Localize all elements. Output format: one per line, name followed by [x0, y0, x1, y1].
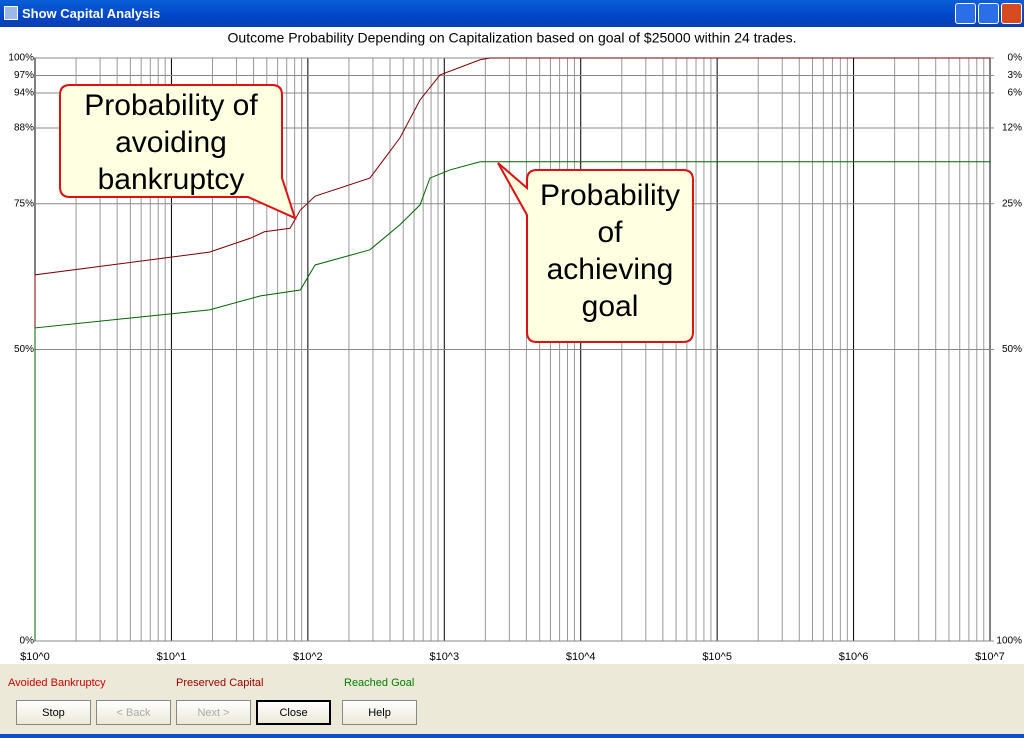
y-tick-label: 75% — [14, 198, 34, 209]
y2-tick-label: 3% — [1008, 70, 1023, 81]
callout-text: achieving — [547, 253, 674, 286]
window-border — [0, 734, 1024, 738]
y2-tick-label: 25% — [1002, 198, 1022, 209]
minimize-button[interactable] — [955, 3, 976, 24]
y-tick-label: 0% — [20, 636, 35, 647]
callout-text: of — [597, 216, 623, 249]
button[interactable]: Close — [256, 700, 331, 725]
y-tick-label: 97% — [14, 70, 34, 81]
callout-box — [59, 84, 297, 220]
x-tick-label: $10^4 — [566, 651, 596, 663]
y-tick-label: 50% — [14, 344, 34, 355]
y2-tick-label: 12% — [1002, 123, 1022, 134]
window-title: Show Capital Analysis — [22, 6, 161, 21]
x-tick-label: $10^0 — [20, 651, 50, 663]
callout-text: Probability of — [84, 89, 258, 122]
y-tick-label: 94% — [14, 88, 34, 99]
callout-text: goal — [582, 290, 639, 323]
callout: Probability of avoiding bankruptcy — [59, 84, 297, 220]
y-tick-label: 88% — [14, 123, 34, 134]
legend-entry: Reached Goal — [344, 677, 415, 689]
x-tick-label: $10^3 — [429, 651, 459, 663]
button: Next > — [176, 700, 251, 725]
button[interactable]: Help — [342, 700, 417, 725]
callout-text: Probability — [540, 179, 680, 212]
callout-text: avoiding — [115, 126, 227, 159]
y2-tick-label: 0% — [1008, 53, 1023, 64]
x-tick-label: $10^5 — [702, 651, 732, 663]
y2-tick-label: 50% — [1002, 344, 1022, 355]
button[interactable]: Stop — [16, 700, 91, 725]
callout-box — [497, 162, 694, 343]
legend-entry: Avoided Bankruptcy — [8, 677, 106, 689]
legend-entry: Preserved Capital — [176, 677, 264, 689]
x-tick-label: $10^1 — [157, 651, 187, 663]
series-line — [34, 161, 990, 641]
x-tick-label: $10^7 — [975, 651, 1005, 663]
close-window-button[interactable] — [1001, 3, 1022, 24]
title-bar: Show Capital Analysis — [0, 0, 1024, 27]
y2-tick-label: 100% — [996, 636, 1022, 647]
series-line — [34, 57, 990, 641]
y2-tick-label: 6% — [1008, 88, 1023, 99]
x-tick-label: $10^2 — [293, 651, 323, 663]
callout-text: bankruptcy — [98, 163, 245, 196]
callout: Probability of achieving goal — [497, 162, 694, 343]
y-tick-label: 100% — [8, 53, 34, 64]
x-tick-label: $10^6 — [839, 651, 869, 663]
window-icon — [4, 6, 18, 20]
button: < Back — [96, 700, 171, 725]
maximize-button[interactable] — [978, 3, 999, 24]
chart-title: Outcome Probability Depending on Capital… — [228, 30, 797, 46]
